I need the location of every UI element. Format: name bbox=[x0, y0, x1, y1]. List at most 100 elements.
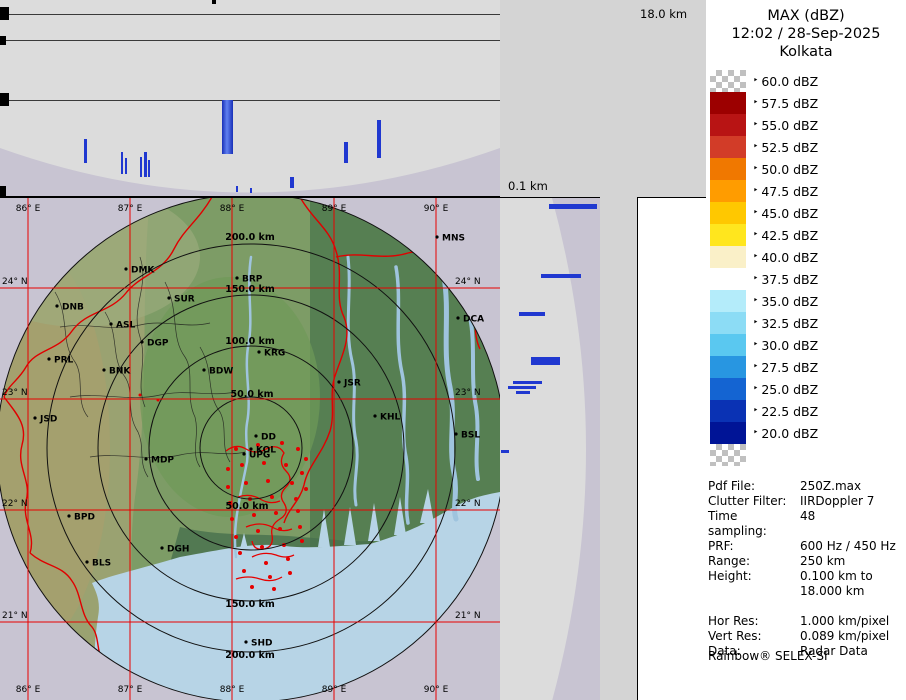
range-ring-label: 150.0 km bbox=[225, 599, 275, 610]
lon-label: 86° E bbox=[16, 204, 41, 214]
scale-tick-icon: ‣ bbox=[753, 340, 759, 350]
info-value: IIRDoppler 7 bbox=[800, 494, 875, 508]
lat-label: 23° N bbox=[2, 388, 28, 398]
scale-swatch bbox=[710, 312, 746, 334]
echo-height-bar bbox=[519, 312, 545, 316]
height-gridline bbox=[0, 100, 500, 101]
info-row: PRF: 600 Hz / 450 Hz bbox=[708, 539, 904, 554]
scale-row: ‣ 57.5 dBZ bbox=[710, 92, 818, 114]
info-key: Hor Res: bbox=[708, 614, 759, 628]
scale-tick-icon: ‣ bbox=[753, 318, 759, 328]
scale-row: ‣ 25.0 dBZ bbox=[710, 378, 818, 400]
city-label: MDP bbox=[151, 456, 174, 466]
scale-label: 52.5 dBZ bbox=[761, 139, 819, 155]
city-marker bbox=[167, 296, 171, 300]
scale-row bbox=[710, 444, 818, 466]
lat-label: 21° N bbox=[455, 611, 481, 621]
scale-tick-icon: ‣ bbox=[753, 120, 759, 130]
lon-label: 88° E bbox=[220, 685, 245, 695]
city-label: UPG bbox=[249, 451, 270, 461]
terrain-plateau bbox=[0, 247, 110, 647]
scale-swatch bbox=[710, 246, 746, 268]
height-gridline bbox=[0, 14, 500, 15]
city-marker bbox=[47, 357, 51, 361]
lon-label: 87° E bbox=[118, 685, 143, 695]
scale-label: 27.5 dBZ bbox=[761, 359, 819, 375]
echo-height-bar bbox=[549, 204, 597, 209]
range-ring-label: 100.0 km bbox=[225, 336, 275, 347]
info-key: Height: bbox=[708, 569, 752, 583]
city-marker bbox=[124, 267, 128, 271]
scale-swatch bbox=[710, 356, 746, 378]
scale-row: ‣ 42.5 dBZ bbox=[710, 224, 818, 246]
echo-height-bar bbox=[508, 386, 536, 389]
height-axis-min-label: 0.1 km bbox=[508, 179, 548, 193]
city-label: KRG bbox=[264, 349, 285, 359]
info-key: Clutter Filter: bbox=[708, 494, 787, 508]
info-key: Pdf File: bbox=[708, 479, 756, 493]
city-marker bbox=[249, 447, 253, 451]
city-label: BNK bbox=[109, 367, 131, 377]
lon-label: 89° E bbox=[322, 685, 347, 695]
scale-swatch bbox=[710, 334, 746, 356]
info-value: 1.000 km/pixel bbox=[800, 614, 890, 628]
scale-tick-icon: ‣ bbox=[753, 208, 759, 218]
scale-label: 57.5 dBZ bbox=[761, 95, 819, 111]
scale-label: 42.5 dBZ bbox=[761, 227, 819, 243]
legend-panel: MAX (dBZ) 12:02 / 28-Sep-2025 Kolkata ‣ 6… bbox=[706, 0, 906, 700]
city-label: BPD bbox=[74, 513, 95, 523]
info-value: 0.089 km/pixel bbox=[800, 629, 890, 643]
scale-label: 45.0 dBZ bbox=[761, 205, 819, 221]
estuaries bbox=[236, 489, 434, 565]
city-marker bbox=[257, 350, 261, 354]
info-row: Clutter Filter: IIRDoppler 7 bbox=[708, 494, 904, 509]
echo-height-bar bbox=[513, 381, 542, 384]
city-label: DD bbox=[261, 433, 276, 443]
city-label: BSL bbox=[461, 431, 480, 441]
lon-label: 88° E bbox=[220, 204, 245, 214]
echo-height-bar bbox=[84, 139, 87, 163]
scale-tick-icon: ‣ bbox=[753, 252, 759, 262]
out-of-range-mask bbox=[0, 194, 505, 700]
scale-tick-icon: ‣ bbox=[753, 76, 759, 86]
scale-row: ‣ 47.5 dBZ bbox=[710, 180, 818, 202]
scale-label: 30.0 dBZ bbox=[761, 337, 819, 353]
city-label: BDW bbox=[209, 367, 233, 377]
axis-label-stub bbox=[0, 186, 6, 196]
city-label: BLS bbox=[92, 559, 111, 569]
scale-row: ‣ 52.5 dBZ bbox=[710, 136, 818, 158]
profile-wedge-graphic bbox=[552, 198, 600, 700]
spacer-column bbox=[637, 197, 706, 700]
scale-swatch bbox=[710, 444, 746, 466]
city-marker bbox=[33, 416, 37, 420]
ew-height-profile-panel bbox=[0, 0, 500, 197]
range-ring-labels: 200.0 km 150.0 km 100.0 km 50.0 km 50.0 km 15… bbox=[225, 232, 275, 661]
axis-tick bbox=[212, 0, 216, 4]
info-row: Height: 0.100 km to 18.000 km bbox=[708, 569, 904, 599]
echo-height-bar bbox=[531, 357, 560, 365]
echo-height-bar bbox=[144, 152, 147, 177]
echo-height-bar bbox=[541, 274, 581, 278]
city-marker bbox=[140, 340, 144, 344]
info-row: Data: Radar Data bbox=[708, 644, 904, 659]
city-marker bbox=[102, 368, 106, 372]
scale-label: 20.0 dBZ bbox=[761, 425, 819, 441]
echo-height-bar bbox=[140, 157, 142, 177]
scale-tick-icon: ‣ bbox=[753, 98, 759, 108]
lon-label: 90° E bbox=[424, 204, 449, 214]
scale-row: ‣ 22.5 dBZ bbox=[710, 400, 818, 422]
info-value: 250 km bbox=[800, 554, 846, 568]
scale-label: 22.5 dBZ bbox=[761, 403, 819, 419]
city-label: DNB bbox=[62, 303, 84, 313]
city-marker bbox=[242, 452, 246, 456]
scale-tick-icon: ‣ bbox=[753, 230, 759, 240]
scale-tick-icon: ‣ bbox=[753, 274, 759, 284]
scale-label: 50.0 dBZ bbox=[761, 161, 819, 177]
info-key: Range: bbox=[708, 554, 751, 568]
scale-row: ‣ 50.0 dBZ bbox=[710, 158, 818, 180]
latlon-grid bbox=[0, 197, 500, 700]
brand-label: Rainbow® SELEX-SI bbox=[708, 649, 828, 663]
axis-label-stub bbox=[0, 36, 6, 45]
scale-label: 47.5 dBZ bbox=[761, 183, 819, 199]
city-label: KHL bbox=[380, 413, 401, 423]
